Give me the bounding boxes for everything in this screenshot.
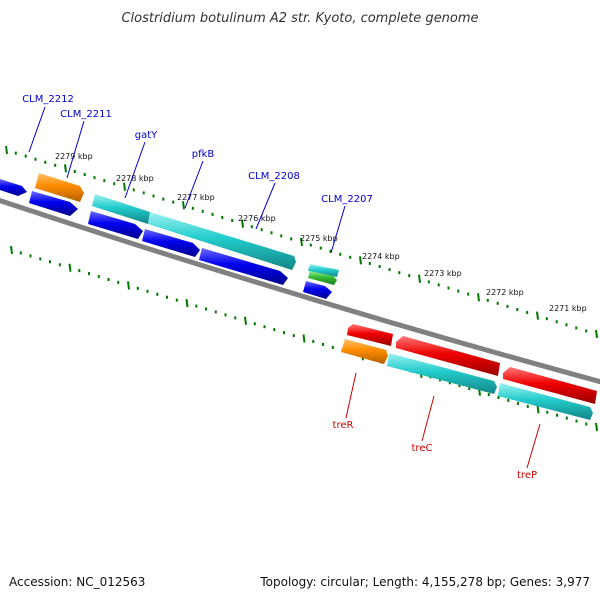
- gene-arrow[interactable]: [88, 211, 143, 239]
- gene-arrow[interactable]: [308, 264, 339, 277]
- gene-arrow[interactable]: [29, 191, 78, 216]
- kbp-label: 2274 kbp: [362, 252, 400, 261]
- gene-arrow[interactable]: [148, 212, 296, 270]
- scale-tick: [5, 145, 8, 155]
- genome-summary-text: Topology: circular; Length: 4,155,278 bp…: [259, 575, 590, 589]
- gene-arrow[interactable]: [142, 229, 200, 257]
- gene-arrow[interactable]: [92, 194, 150, 224]
- gene-label-clm-2211[interactable]: CLM_2211: [60, 109, 112, 120]
- gene-label-pfkb[interactable]: pfkB: [192, 149, 215, 160]
- gene-label-clm-2207[interactable]: CLM_2207: [321, 194, 373, 205]
- kbp-label: 2277 kbp: [177, 193, 215, 202]
- gene-arrow[interactable]: [387, 353, 497, 394]
- gene-arrow[interactable]: [0, 179, 27, 196]
- gene-label-trer[interactable]: treR: [333, 420, 354, 431]
- gene-row-upper: [0, 173, 339, 299]
- scale-tick: [68, 263, 72, 272]
- gene-arrow[interactable]: [303, 281, 332, 299]
- kbp-label: 2273 kbp: [424, 269, 462, 278]
- scale-tick: [595, 422, 598, 432]
- scale-tick: [244, 316, 247, 325]
- gene-arrow[interactable]: [347, 324, 393, 346]
- gene-row-lower: [341, 324, 597, 420]
- map-title: Clostridium botulinum A2 str. Kyoto, com…: [121, 11, 478, 26]
- kbp-label: 2271 kbp: [549, 304, 587, 313]
- genome-backbone: [0, 198, 600, 385]
- scale-tick: [418, 274, 421, 283]
- scale-tick: [359, 256, 362, 265]
- gene-arrow[interactable]: [199, 248, 288, 285]
- scale-tick: [10, 245, 13, 255]
- scale-tick: [182, 201, 185, 210]
- scale-tick: [536, 311, 539, 320]
- gene-arrow[interactable]: [341, 339, 388, 364]
- gene-label-trec[interactable]: treC: [412, 443, 433, 454]
- kbp-label: 2276 kbp: [238, 214, 276, 223]
- gene-labels: CLM_2212 CLM_2211 gatY pfkB CLM_2208 CLM…: [22, 94, 537, 481]
- gene-label-clm-2212[interactable]: CLM_2212: [22, 94, 74, 105]
- gene-arrow[interactable]: [503, 367, 597, 404]
- scale-tick: [123, 182, 126, 191]
- kbp-label: 2275 kbp: [300, 234, 338, 243]
- scale-tick: [127, 281, 130, 290]
- scale-tick: [302, 334, 306, 343]
- scale-tick: [241, 219, 244, 228]
- kbp-label: 2272 kbp: [486, 288, 524, 297]
- gene-arrow[interactable]: [396, 336, 500, 376]
- scale-tick: [300, 237, 303, 247]
- gene-arrow[interactable]: [308, 271, 337, 285]
- scale-tick: [477, 293, 480, 302]
- gene-arrow[interactable]: [498, 383, 593, 420]
- scale-tick: [595, 329, 598, 339]
- scale-tick: [64, 164, 67, 173]
- scale-tick: [536, 405, 540, 414]
- gene-label-gaty[interactable]: gatY: [135, 130, 158, 141]
- scale-tick: [185, 298, 189, 308]
- gene-label-trep[interactable]: treP: [517, 470, 537, 481]
- gene-arrow[interactable]: [35, 173, 84, 202]
- gene-label-clm-2208[interactable]: CLM_2208: [248, 171, 300, 182]
- leader-lines: [28, 106, 541, 469]
- accession-text: Accession: NC_012563: [9, 575, 145, 589]
- kbp-label: 2278 kbp: [116, 174, 154, 183]
